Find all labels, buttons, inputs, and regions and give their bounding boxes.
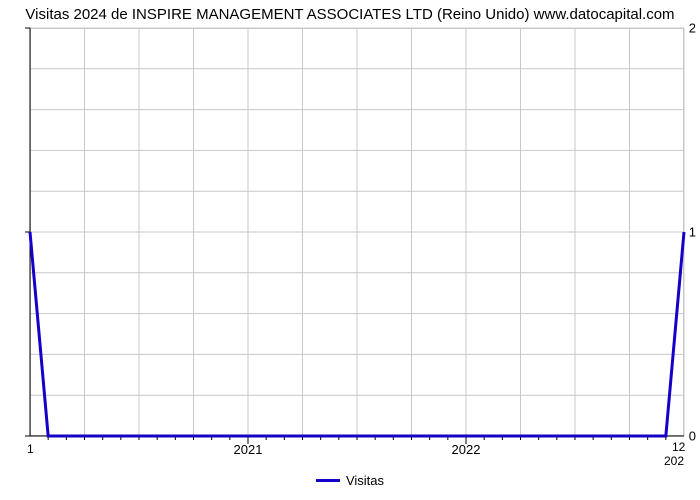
y-tick-label: 1 — [672, 225, 696, 240]
x-start-label: 1 — [27, 442, 34, 456]
legend-swatch — [316, 479, 340, 482]
chart-container: { "chart": { "type": "line", "title": "V… — [0, 0, 700, 500]
legend: Visitas — [0, 472, 700, 488]
x-end-label-bottom: 202 — [664, 454, 684, 468]
y-tick-label: 2 — [672, 21, 696, 36]
x-tick-label: 2021 — [234, 442, 263, 457]
plot-area — [30, 28, 684, 436]
x-tick-label: 2022 — [452, 442, 481, 457]
legend-label: Visitas — [346, 473, 384, 488]
chart-title: Visitas 2024 de INSPIRE MANAGEMENT ASSOC… — [0, 6, 700, 23]
x-end-label-top: 12 — [672, 440, 685, 454]
